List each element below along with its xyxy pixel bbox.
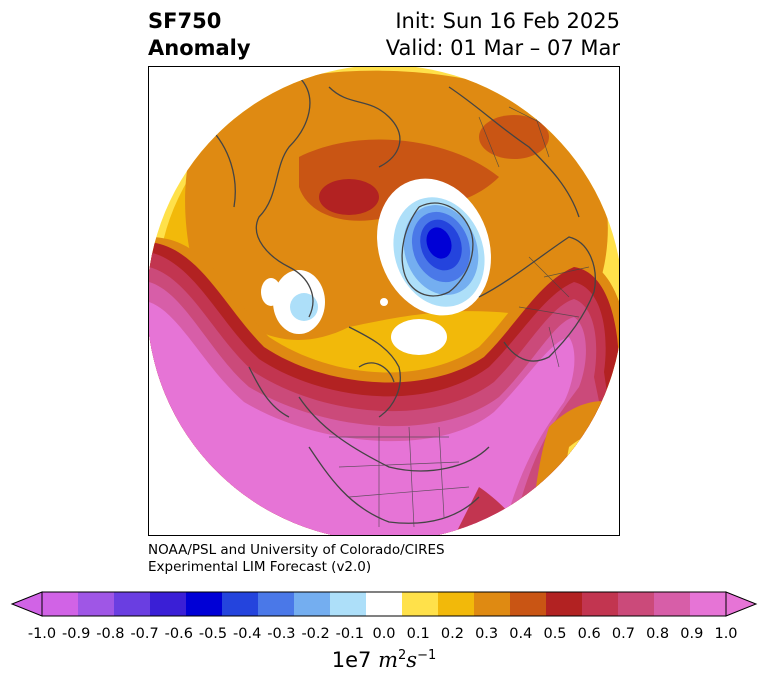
colorbar	[10, 591, 758, 617]
colorbar-tick-label: -0.7	[130, 626, 159, 642]
colorbar-tick-label: -0.1	[335, 626, 364, 642]
colorbar-tick-label: 0.8	[646, 626, 670, 642]
colorbar-tick-label: -0.3	[267, 626, 296, 642]
colorbar-tick-label: 0.1	[406, 626, 430, 642]
colorbar-tick-label: 0.6	[577, 626, 601, 642]
anomaly-field	[149, 67, 619, 535]
colorbar-tick-label: 0.0	[372, 626, 396, 642]
label-exp-m: 2	[398, 648, 407, 663]
colorbar-segment	[438, 592, 475, 616]
colorbar-segment	[42, 592, 79, 616]
colorbar-over-arrow	[725, 591, 758, 617]
colorbar-segment	[546, 592, 583, 616]
colorbar-tick-label: 0.3	[475, 626, 499, 642]
colorbar-ticks: -1.0 -0.9 -0.8 -0.7 -0.6 -0.5 -0.4 -0.3 -0.2 -0.1…	[0, 626, 768, 646]
colorbar-segment	[330, 592, 367, 616]
colorbar-tick-label: -0.8	[96, 626, 125, 642]
colorbar-tick-label: 1.0	[714, 626, 738, 642]
colorbar-segment	[510, 592, 547, 616]
colorbar-segment	[582, 592, 619, 616]
colorbar-tick-label: -0.5	[198, 626, 228, 642]
init-date: Init: Sun 16 Feb 2025	[395, 9, 620, 33]
colorbar-tick-label: -0.4	[233, 626, 262, 642]
colorbar-tick-label: 0.2	[440, 626, 464, 642]
colorbar-tick-label: -0.9	[62, 626, 91, 642]
colorbar-segment	[366, 592, 403, 616]
colorbar-tick-label: 0.5	[543, 626, 567, 642]
label-scale: 1e7	[331, 648, 372, 672]
label-unit-m: m	[378, 648, 399, 672]
colorbar-segment	[258, 592, 295, 616]
label-exp-s: −1	[417, 648, 437, 663]
colorbar-segment	[690, 592, 727, 616]
colorbar-segment	[654, 592, 691, 616]
valid-range: Valid: 01 Mar – 07 Mar	[385, 36, 620, 60]
field-type: Anomaly	[148, 36, 251, 60]
colorbar-tick-label: 0.7	[611, 626, 635, 642]
colorbar-tick-label: -0.2	[301, 626, 330, 642]
credit-line-2: Experimental LIM Forecast (v2.0)	[148, 559, 372, 575]
colorbar-tick-label: 0.4	[509, 626, 533, 642]
variable-name: SF750	[148, 9, 222, 33]
colorbar-tick-label: -1.0	[27, 626, 57, 642]
colorbar-segment	[150, 592, 187, 616]
colorbar-segment	[78, 592, 115, 616]
colorbar-under-arrow	[10, 591, 43, 617]
anomaly-map	[149, 67, 619, 535]
colorbar-segment	[474, 592, 511, 616]
map-panel	[148, 66, 620, 536]
coastlines	[208, 76, 605, 524]
colorbar-segment	[294, 592, 331, 616]
colorbar-tick-label: -0.6	[164, 626, 193, 642]
colorbar-outline	[41, 591, 727, 617]
colorbar-label: 1e7 m2s−1	[0, 648, 768, 672]
colorbar-segment	[114, 592, 151, 616]
title-right: Init: Sun 16 Feb 2025 Valid: 01 Mar – 07…	[386, 8, 620, 62]
credit-line-1: NOAA/PSL and University of Colorado/CIRE…	[148, 542, 445, 558]
title-left: SF750 Anomaly	[148, 8, 251, 62]
colorbar-segment	[222, 592, 259, 616]
credit-text: NOAA/PSL and University of Colorado/CIRE…	[148, 542, 445, 576]
colorbar-segment	[618, 592, 655, 616]
colorbar-segment	[402, 592, 439, 616]
colorbar-segment	[186, 592, 223, 616]
colorbar-tick-label: 0.9	[680, 626, 704, 642]
label-unit-s: s	[406, 648, 418, 672]
